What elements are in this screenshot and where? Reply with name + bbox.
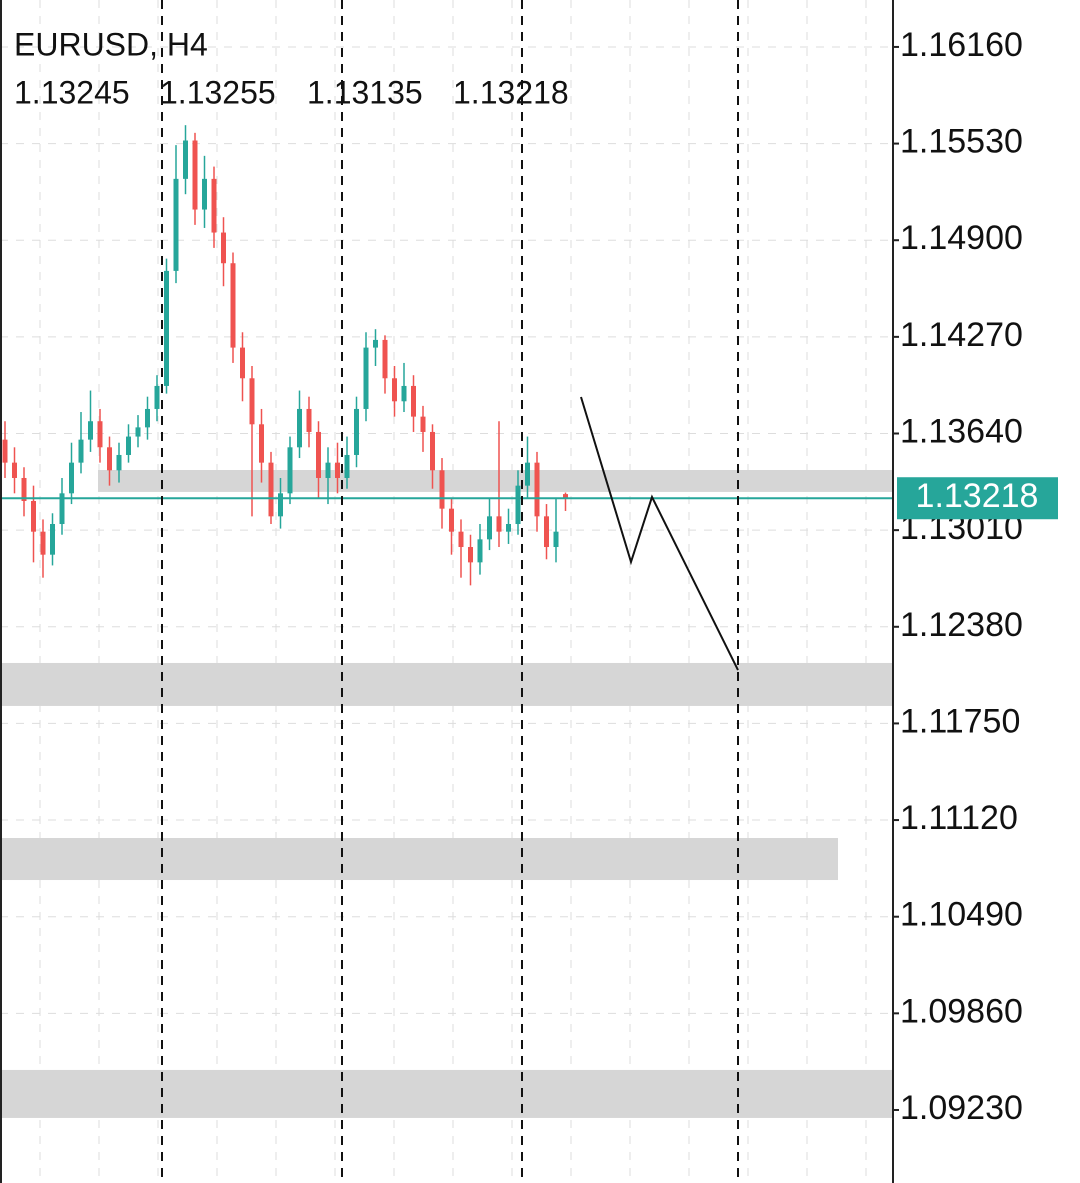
candle-body xyxy=(202,178,207,210)
candle-body xyxy=(335,462,340,478)
candle-body xyxy=(21,477,27,501)
ohlc-value: 1.13135 xyxy=(307,74,423,110)
last-price-label: 1.13218 xyxy=(916,477,1039,515)
plot xyxy=(0,125,893,671)
candle-body xyxy=(553,531,559,548)
zones xyxy=(0,470,892,1118)
candle-body xyxy=(50,524,55,555)
y-tick-label: 1.15530 xyxy=(900,123,1023,161)
candle-body xyxy=(164,270,169,386)
candle-body xyxy=(373,339,378,348)
candle-body xyxy=(211,178,217,233)
candle-body xyxy=(534,462,540,517)
y-tick-label: 1.14270 xyxy=(900,316,1023,354)
candle-body xyxy=(496,516,502,532)
zone xyxy=(98,470,892,492)
candle-body xyxy=(544,516,549,548)
candle-body xyxy=(515,485,521,525)
projection-path xyxy=(580,396,739,671)
candle-body xyxy=(477,539,483,563)
ohlc-value: 1.13218 xyxy=(453,74,569,110)
y-tick-label: 1.09860 xyxy=(900,992,1023,1030)
candle-body xyxy=(439,470,445,509)
y-tick-label: 1.09230 xyxy=(900,1089,1023,1127)
candle-body xyxy=(420,416,426,432)
candle-body xyxy=(468,547,473,563)
candle-body xyxy=(31,500,36,532)
candle-body xyxy=(382,339,388,379)
candle-body xyxy=(78,439,84,463)
zone xyxy=(0,662,892,706)
candle-body xyxy=(145,408,150,428)
candle-body xyxy=(154,385,160,409)
grid xyxy=(0,0,893,1183)
candle-body xyxy=(316,431,321,478)
zone xyxy=(0,838,838,881)
candle-body xyxy=(116,454,122,471)
y-tick-label: 1.12380 xyxy=(900,606,1023,644)
candle-body xyxy=(525,462,530,486)
y-tick-label: 1.14900 xyxy=(900,219,1023,257)
candle-body xyxy=(287,447,293,494)
candle-body xyxy=(401,385,407,402)
candle-body xyxy=(363,347,369,409)
ohlc-value: 1.13255 xyxy=(160,74,276,110)
price-axis: 1.161601.155301.149001.142701.136401.130… xyxy=(893,26,1058,1127)
y-tick-label: 1.11120 xyxy=(900,799,1018,837)
candle-body xyxy=(249,378,255,425)
candle-body xyxy=(59,493,65,525)
candle-body xyxy=(344,454,350,478)
candle-body xyxy=(2,439,8,463)
candle-body xyxy=(126,436,131,455)
candle-body xyxy=(40,531,46,555)
candle-body xyxy=(297,408,302,448)
candle-body xyxy=(458,531,464,548)
last-price-box xyxy=(897,477,1058,520)
candle-body xyxy=(354,408,359,455)
candle-body xyxy=(563,494,568,499)
candle-body xyxy=(411,385,416,417)
candle-body xyxy=(173,178,179,271)
session-separators xyxy=(161,0,739,1183)
candle-body xyxy=(259,424,264,463)
y-tick-label: 1.13640 xyxy=(900,412,1023,450)
candle-body xyxy=(449,508,454,532)
candle-body xyxy=(268,462,274,517)
candle-body xyxy=(506,524,511,532)
candle-body xyxy=(240,347,245,379)
chart-title: EURUSD, H4 xyxy=(14,26,208,62)
candle-body xyxy=(325,462,331,478)
candle-body xyxy=(392,378,397,402)
candle-body xyxy=(278,493,283,517)
ohlc-legend: 1.13245 1.13255 1.13135 1.13218 xyxy=(14,74,569,110)
candle-body xyxy=(430,431,435,471)
candle-body xyxy=(192,140,198,210)
y-tick-label: 1.16160 xyxy=(900,26,1023,64)
candle-body xyxy=(230,263,236,348)
candle-body xyxy=(221,232,226,264)
candle-body xyxy=(69,462,74,494)
candle-body xyxy=(88,421,93,440)
candle-body xyxy=(306,408,312,432)
candle-body xyxy=(97,421,103,448)
ohlc-value: 1.13245 xyxy=(14,74,130,110)
candle-body xyxy=(107,447,112,471)
y-tick-label: 1.11750 xyxy=(900,702,1020,740)
candle-body xyxy=(183,140,188,179)
y-tick-label: 1.10490 xyxy=(900,896,1023,934)
zone xyxy=(0,1069,892,1118)
candle-body xyxy=(487,516,492,540)
candle-body xyxy=(135,427,141,437)
candle-body xyxy=(12,462,17,478)
